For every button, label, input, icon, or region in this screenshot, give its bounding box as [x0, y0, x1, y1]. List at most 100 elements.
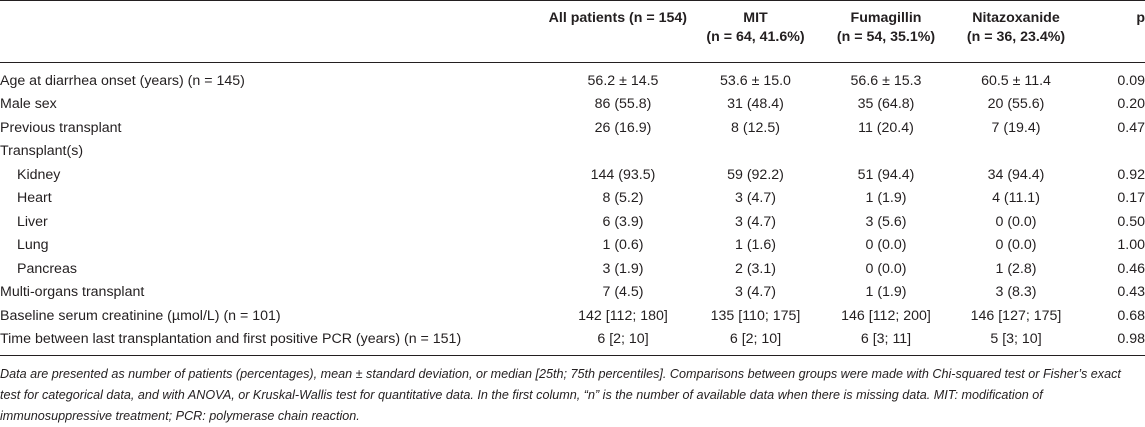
table-body: Age at diarrhea onset (years) (n = 145) … [0, 63, 1145, 356]
table-footnote: Data are presented as number of patients… [0, 367, 1121, 423]
row-label: Baseline serum creatinine (µmol/L) (n = … [0, 307, 281, 324]
cell-all-patients: 3 (1.9) [602, 260, 644, 277]
table-row: Multi-organs transplant 7 (4.5) 3 (4.7) … [0, 281, 1145, 305]
row-label: Male sex [0, 96, 57, 113]
row-label: Transplant(s) [0, 143, 84, 160]
table-row: Age at diarrhea onset (years) (n = 145) … [0, 63, 1145, 93]
cell-fumagillin: 11 (20.4) [858, 119, 914, 136]
cell-p-value: 0.50 [1117, 213, 1145, 230]
cell-mit: 135 [110; 175] [710, 307, 801, 324]
row-label: Heart [17, 190, 52, 207]
row-label: Pancreas [17, 260, 77, 277]
table-row: Previous transplant 26 (16.9) 8 (12.5) 1… [0, 116, 1145, 140]
row-label: Age at diarrhea onset (years) (n = 145) [0, 72, 245, 89]
row-label: Multi-organs transplant [0, 284, 145, 301]
table-row: Pancreas 3 (1.9) 2 (3.1) 0 (0.0) 1 (2.8)… [0, 257, 1145, 281]
cell-all-patients: 56.2 ± 14.5 [587, 72, 659, 89]
cell-all-patients [506, 140, 690, 164]
header-fumagillin-line1: Fumagillin [850, 10, 922, 26]
header-all-patients-label: All patients (n = 154) [548, 10, 687, 26]
table-row: Time between last transplantation and fi… [0, 327, 1145, 356]
cell-p-value: 1.00 [1117, 237, 1145, 254]
cell-fumagillin: 0 (0.0) [865, 237, 907, 254]
cell-mit: 6 [2; 10] [690, 327, 821, 356]
header-nitazoxanide: Nitazoxanide (n = 36, 23.4%) [951, 0, 1081, 63]
row-label: Previous transplant [0, 119, 122, 136]
cell-nitazoxanide [951, 140, 1081, 164]
header-p-label: p [1136, 10, 1145, 26]
cell-p-value: 0.17 [1117, 190, 1145, 207]
cell-all-patients: 86 (55.8) [594, 96, 652, 113]
header-mit-line2: (n = 64, 41.6%) [706, 29, 805, 45]
cell-fumagillin: 1 (1.9) [865, 284, 907, 301]
cell-p-value [1081, 140, 1145, 164]
cell-fumagillin: 35 (64.8) [857, 96, 915, 113]
row-label: Time between last transplantation and fi… [0, 327, 506, 356]
cell-mit: 3 (4.7) [734, 213, 776, 230]
row-label: Liver [17, 213, 48, 230]
cell-p-value: 0.09 [1117, 72, 1145, 89]
cell-fumagillin: 0 (0.0) [865, 260, 907, 277]
cell-nitazoxanide: 4 (11.1) [992, 190, 1040, 207]
table-row: Baseline serum creatinine (µmol/L) (n = … [0, 304, 1145, 328]
cell-nitazoxanide: 60.5 ± 11.4 [981, 72, 1051, 89]
table-row: Kidney 144 (93.5) 59 (92.2) 51 (94.4) 34… [0, 163, 1145, 187]
header-all-patients: All patients (n = 154) [506, 0, 690, 63]
header-fumagillin-line2: (n = 54, 35.1%) [836, 29, 936, 45]
cell-nitazoxanide: 5 [3; 10] [951, 327, 1081, 356]
cell-fumagillin: 56.6 ± 15.3 [850, 72, 922, 89]
header-nitazoxanide-line1: Nitazoxanide [972, 10, 1060, 26]
cell-p-value: 0.47 [1117, 119, 1145, 136]
table-row: Heart 8 (5.2) 3 (4.7) 1 (1.9) 4 (11.1) 0… [0, 187, 1145, 211]
cell-nitazoxanide: 34 (94.4) [987, 166, 1045, 183]
cell-nitazoxanide: 20 (55.6) [987, 96, 1045, 113]
table-row: Lung 1 (0.6) 1 (1.6) 0 (0.0) 0 (0.0) 1.0… [0, 234, 1145, 258]
header-characteristic [0, 0, 506, 63]
cell-all-patients: 144 (93.5) [590, 166, 656, 183]
cell-p-value: 0.20 [1117, 96, 1145, 113]
cell-mit: 3 (4.7) [734, 190, 776, 207]
cell-mit: 8 (12.5) [731, 119, 780, 136]
cell-mit: 31 (48.4) [727, 96, 784, 113]
header-mit: MIT (n = 64, 41.6%) [690, 0, 821, 63]
table-row: Male sex 86 (55.8) 31 (48.4) 35 (64.8) 2… [0, 93, 1145, 117]
cell-mit: 3 (4.7) [734, 284, 776, 301]
data-table: All patients (n = 154) MIT (n = 64, 41.6… [0, 0, 1145, 356]
cell-all-patients: 8 (5.2) [602, 190, 644, 207]
cell-mit [690, 140, 821, 164]
cell-fumagillin: 1 (1.9) [865, 190, 907, 207]
cell-all-patients: 6 (3.9) [602, 213, 644, 230]
header-nitazoxanide-line2: (n = 36, 23.4%) [966, 29, 1066, 45]
cell-fumagillin: 3 (5.6) [865, 213, 907, 230]
table-row: Transplant(s) [0, 140, 1145, 164]
cell-all-patients: 6 [2; 10] [506, 327, 690, 356]
cell-mit: 59 (92.2) [727, 166, 784, 183]
cell-all-patients: 26 (16.9) [594, 119, 652, 136]
cell-nitazoxanide: 0 (0.0) [995, 213, 1037, 230]
table-header: All patients (n = 154) MIT (n = 64, 41.6… [0, 0, 1145, 63]
cell-all-patients: 142 [112; 180] [578, 307, 668, 324]
header-p-value: p [1081, 0, 1145, 63]
cell-all-patients: 1 (0.6) [602, 237, 644, 254]
table-row: Liver 6 (3.9) 3 (4.7) 3 (5.6) 0 (0.0) 0.… [0, 210, 1145, 234]
cell-fumagillin [821, 140, 951, 164]
cell-fumagillin: 6 [3; 11] [821, 327, 951, 356]
cell-nitazoxanide: 1 (2.8) [995, 260, 1037, 277]
cell-nitazoxanide: 7 (19.4) [991, 119, 1041, 136]
cell-p-value: 0.92 [1117, 166, 1145, 183]
cell-fumagillin: 51 (94.4) [857, 166, 915, 183]
row-label: Lung [17, 237, 49, 254]
cell-mit: 1 (1.6) [734, 237, 776, 254]
cell-p-value: 0.46 [1117, 260, 1145, 277]
cell-nitazoxanide: 146 [127; 175] [970, 307, 1062, 324]
row-label: Kidney [17, 166, 61, 183]
cell-all-patients: 7 (4.5) [602, 284, 644, 301]
cell-mit: 2 (3.1) [734, 260, 776, 277]
cell-mit: 53.6 ± 15.0 [720, 72, 791, 89]
cell-p-value: 0.68 [1117, 307, 1145, 324]
cell-nitazoxanide: 3 (8.3) [995, 284, 1037, 301]
cell-p-value: 0.98 [1081, 327, 1145, 356]
header-mit-line1: MIT [743, 10, 768, 26]
cell-p-value: 0.43 [1117, 284, 1145, 301]
